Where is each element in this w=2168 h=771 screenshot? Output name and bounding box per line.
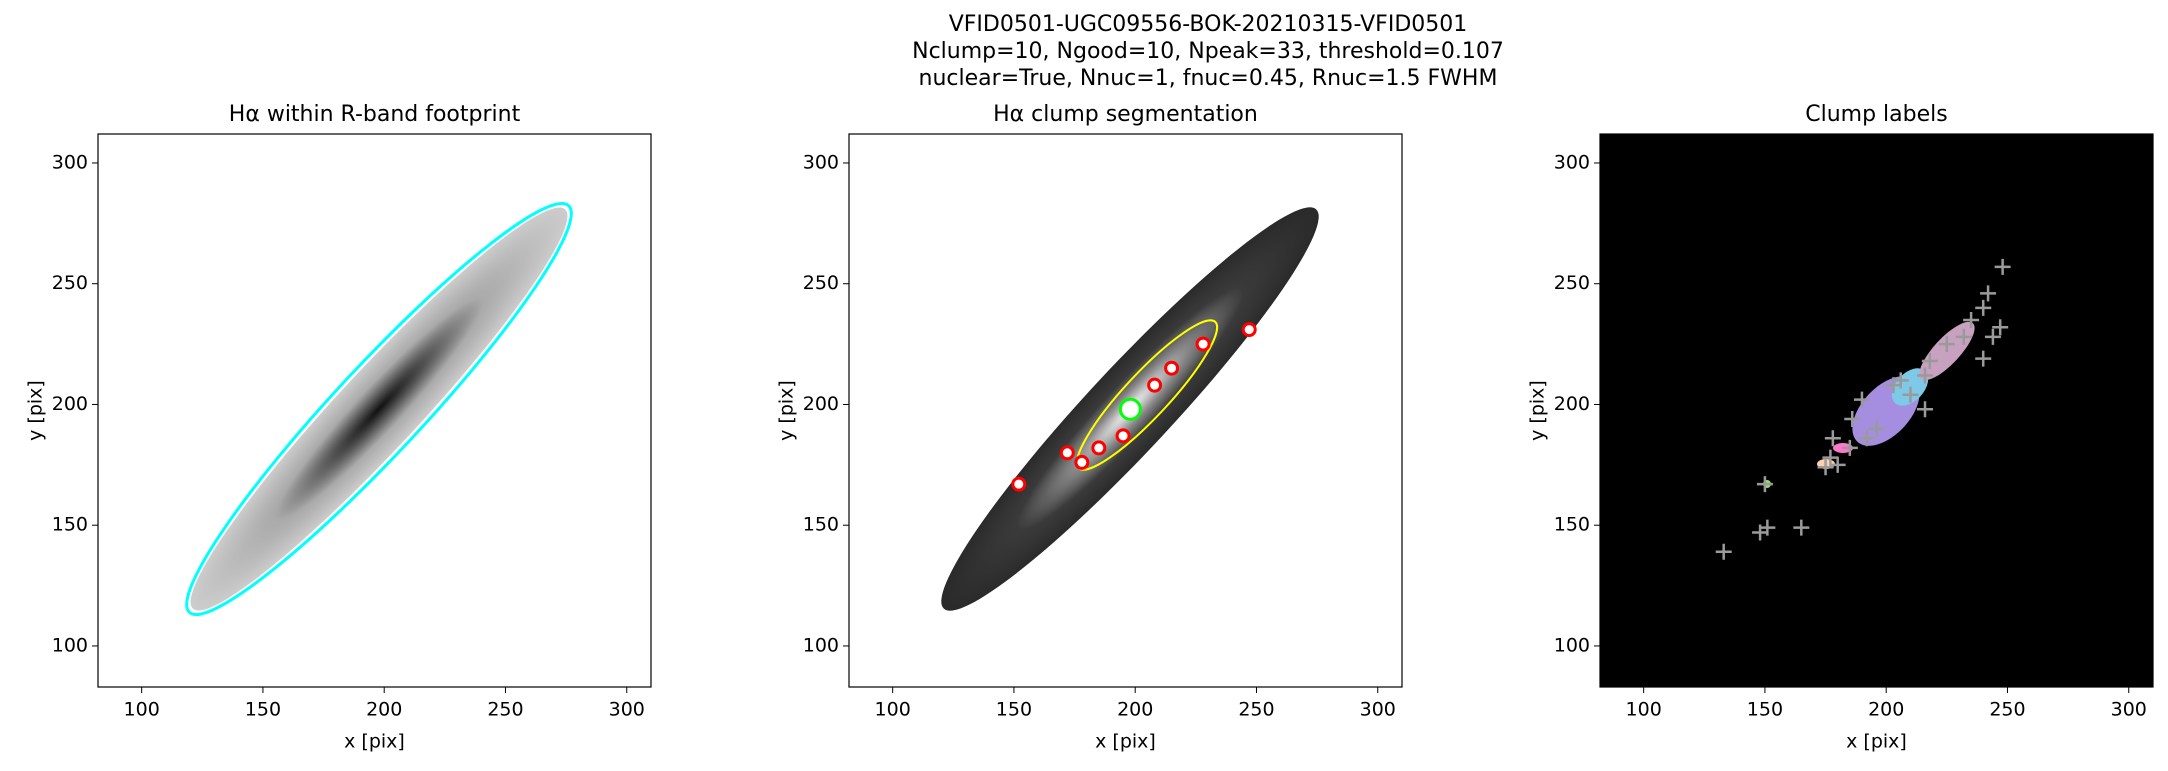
panel-title: Hα within R-band footprint [229, 102, 521, 127]
panel-title: Hα clump segmentation [993, 102, 1258, 127]
figure-subtitle: nuclear=True, Nnuc=1, fnuc=0.45, Rnuc=1.… [919, 66, 1498, 91]
peak-marker [1858, 430, 1875, 447]
peak-marker [1756, 476, 1773, 493]
figure-title: VFID0501-UGC09556-BOK-20210315-VFID0501 [949, 12, 1468, 37]
y-tick-label: 150 [1554, 514, 1590, 536]
y-tick-label: 100 [803, 634, 839, 656]
y-tick-label: 200 [803, 393, 839, 415]
clump-marker [1195, 336, 1211, 352]
clump-marker [1147, 377, 1163, 393]
x-tick-label: 200 [366, 699, 402, 721]
clump-marker [1241, 322, 1257, 338]
peak-marker [1715, 543, 1732, 560]
peak-marker [1892, 372, 1909, 389]
peak-marker [1844, 410, 1861, 427]
y-tick-label: 200 [1554, 393, 1590, 415]
y-tick-label: 150 [803, 514, 839, 536]
x-tick-label: 150 [996, 699, 1032, 721]
peak-marker [1975, 299, 1992, 316]
peak-marker [1902, 386, 1919, 403]
y-tick-label: 250 [1554, 272, 1590, 294]
peak-marker [1868, 420, 1885, 437]
axes-frame [1599, 133, 2154, 688]
clump-marker [1011, 476, 1027, 492]
peak-marker [1917, 401, 1934, 418]
peak-marker [1824, 430, 1841, 447]
clump-marker [1118, 397, 1142, 421]
footprint-contour [185, 201, 573, 617]
x-tick-label: 100 [124, 699, 160, 721]
peak-marker [1980, 285, 1997, 302]
axes-frame [848, 133, 1403, 688]
peak-marker [1975, 350, 1992, 367]
y-axis-label: y [pix] [776, 380, 798, 441]
y-tick-label: 150 [52, 514, 88, 536]
peak-marker [1955, 328, 1972, 345]
x-tick-label: 300 [609, 699, 645, 721]
x-axis-label: x [pix] [1095, 731, 1156, 753]
peak-marker [1853, 391, 1870, 408]
y-tick-label: 200 [52, 393, 88, 415]
x-tick-label: 250 [487, 699, 523, 721]
y-tick-label: 250 [803, 272, 839, 294]
peak-marker [1917, 367, 1934, 384]
y-axis-label: y [pix] [25, 380, 47, 441]
x-tick-label: 150 [245, 699, 281, 721]
axes-frame [97, 133, 652, 688]
clump-marker [1059, 445, 1075, 461]
peak-marker [1793, 519, 1810, 536]
x-tick-label: 300 [2111, 699, 2147, 721]
peak-marker [1963, 311, 1980, 328]
peak-marker [1817, 459, 1834, 476]
y-tick-label: 100 [1554, 634, 1590, 656]
x-tick-label: 100 [1626, 699, 1662, 721]
panel-images [185, 134, 2153, 687]
x-tick-label: 300 [1360, 699, 1396, 721]
y-tick-label: 300 [52, 151, 88, 173]
clump-marker [1115, 428, 1131, 444]
peak-marker [1759, 519, 1776, 536]
y-axis-label: y [pix] [1527, 380, 1549, 441]
clump-marker [1091, 440, 1107, 456]
y-tick-label: 300 [1554, 151, 1590, 173]
panel-title: Clump labels [1805, 102, 1947, 127]
y-tick-label: 250 [52, 272, 88, 294]
x-tick-label: 250 [1989, 699, 2025, 721]
peak-marker [1841, 439, 1858, 456]
figure-subtitle: Nclump=10, Ngood=10, Npeak=33, threshold… [912, 39, 1504, 64]
x-tick-label: 100 [875, 699, 911, 721]
x-tick-label: 250 [1238, 699, 1274, 721]
peak-marker [1938, 336, 1955, 353]
peak-marker [1992, 319, 2009, 336]
x-tick-label: 200 [1868, 699, 1904, 721]
peak-marker [1829, 456, 1846, 473]
peak-marker [1984, 328, 2001, 345]
peak-marker [1994, 258, 2011, 275]
galaxy-image [190, 207, 568, 611]
x-axis-label: x [pix] [1846, 731, 1907, 753]
y-tick-label: 100 [52, 634, 88, 656]
clump-marker [1074, 454, 1090, 470]
y-tick-label: 300 [803, 151, 839, 173]
peak-marker [1822, 449, 1839, 466]
x-tick-label: 200 [1117, 699, 1153, 721]
x-axis-label: x [pix] [344, 731, 405, 753]
peak-marker [1921, 352, 1938, 369]
x-tick-label: 150 [1747, 699, 1783, 721]
clump-marker [1164, 360, 1180, 376]
